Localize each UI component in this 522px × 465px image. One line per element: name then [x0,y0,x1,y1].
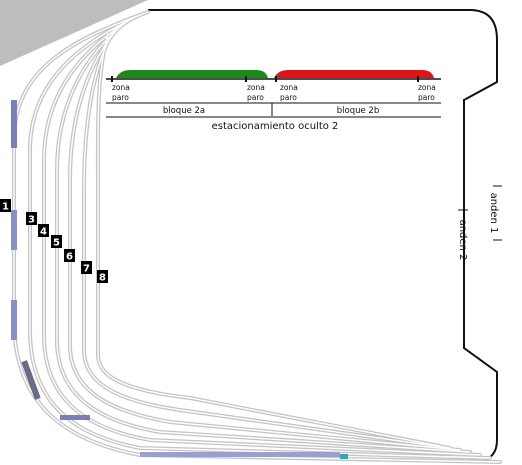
block-2b-bar [274,70,434,78]
svg-text:3: 3 [28,215,35,226]
svg-text:4: 4 [40,227,47,238]
track-marker-3: 3 [26,212,37,226]
platform-2-label: anden 2 [457,220,468,261]
corner-shade [0,0,148,66]
stop-zone-label-2b: paro [247,93,264,102]
board-outline [148,9,498,463]
svg-text:1: 1 [2,202,9,213]
track-marker-6: 6 [64,249,75,263]
parked-trains [11,100,348,459]
stop-ticks [111,76,419,82]
svg-text:5: 5 [53,238,60,249]
block-2a-label: bloque 2a [163,106,205,116]
platform-1-label: anden 1 [488,193,499,234]
hidden-station-label: estacionamiento oculto 2 [212,121,339,132]
block-2b-label: bloque 2b [337,106,379,116]
stop-zone-label-4b: paro [418,93,435,102]
stop-zone-label-1a: zona [112,83,130,92]
stop-zone-label-1b: paro [112,93,129,102]
track-marker-7: 7 [81,261,92,275]
track-marker-5: 5 [51,235,62,249]
svg-text:6: 6 [66,252,73,263]
stop-zone-label-2a: zona [247,83,265,92]
track-marker-8: 8 [97,270,108,284]
stop-zone-label-4a: zona [418,83,436,92]
track-marker-1: 1 [0,199,11,213]
svg-text:8: 8 [99,273,106,284]
track-marker-4: 4 [38,224,49,238]
stop-zone-label-3a: zona [280,83,298,92]
svg-text:7: 7 [83,264,90,275]
block-2a-bar [116,70,268,78]
stop-zone-label-3b: paro [280,93,297,102]
